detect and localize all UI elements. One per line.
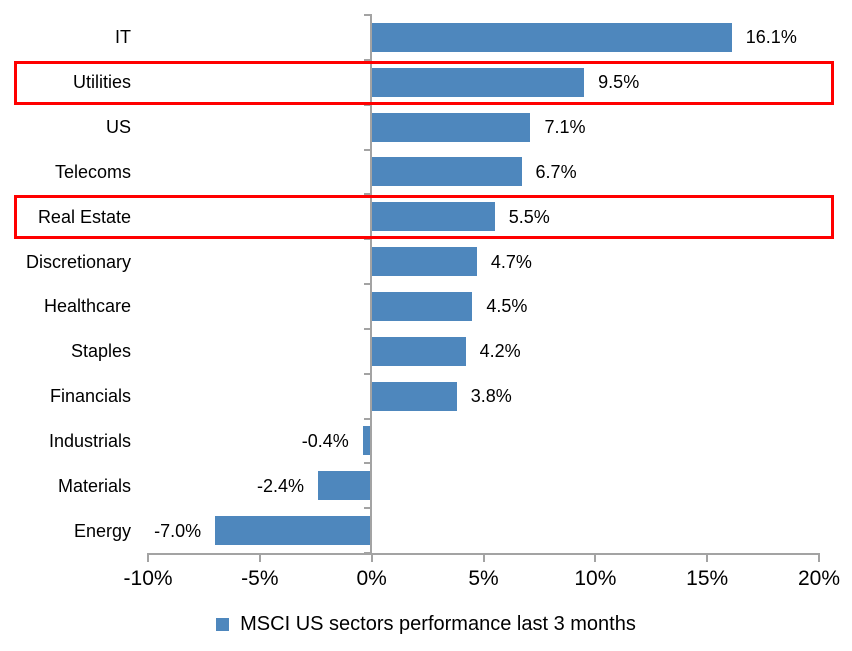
legend-label: MSCI US sectors performance last 3 month… bbox=[240, 612, 636, 635]
x-axis-tick bbox=[147, 553, 150, 562]
category-label: Materials bbox=[57, 475, 131, 496]
x-axis-tick-label: 15% bbox=[686, 567, 729, 590]
x-axis-tick bbox=[706, 553, 709, 562]
category-label: Financials bbox=[49, 386, 131, 407]
x-axis-tick-label: 5% bbox=[468, 567, 499, 590]
category-axis-tick bbox=[364, 327, 372, 330]
x-axis-tick-label: -10% bbox=[123, 567, 173, 590]
value-label: 5.5% bbox=[508, 206, 550, 227]
category-label: Healthcare bbox=[43, 296, 131, 317]
bar bbox=[371, 381, 457, 411]
value-label: 4.2% bbox=[479, 341, 521, 362]
x-axis-tick bbox=[370, 553, 373, 562]
category-axis-tick bbox=[364, 507, 372, 510]
value-label: -7.0% bbox=[154, 520, 202, 541]
x-axis-tick-label: 0% bbox=[356, 567, 387, 590]
x-axis-tick bbox=[258, 553, 261, 562]
category-axis-tick bbox=[364, 193, 372, 196]
category-axis-tick bbox=[364, 14, 372, 16]
value-label: 4.5% bbox=[486, 296, 528, 317]
category-label: Discretionary bbox=[25, 251, 131, 272]
bar bbox=[362, 426, 372, 456]
legend-swatch-icon bbox=[216, 617, 230, 631]
bar bbox=[371, 22, 732, 52]
x-axis-tick-label: 20% bbox=[798, 567, 841, 590]
x-axis-tick bbox=[482, 553, 485, 562]
category-axis-tick bbox=[364, 58, 372, 61]
category-axis-tick bbox=[364, 148, 372, 151]
bar bbox=[215, 516, 372, 546]
category-axis-line bbox=[370, 15, 372, 555]
x-axis-tick bbox=[818, 553, 821, 562]
category-label: Industrials bbox=[48, 430, 131, 451]
x-axis-tick-label: -5% bbox=[241, 567, 279, 590]
x-axis-tick-label: 10% bbox=[574, 567, 617, 590]
value-label: -2.4% bbox=[257, 475, 305, 496]
value-label: 9.5% bbox=[598, 72, 640, 93]
x-axis-tick bbox=[594, 553, 597, 562]
value-label: 4.7% bbox=[490, 251, 532, 272]
value-label: 6.7% bbox=[535, 161, 577, 182]
category-label: Energy bbox=[73, 520, 131, 541]
bar bbox=[371, 112, 531, 142]
value-label: 7.1% bbox=[544, 117, 586, 138]
value-label: 16.1% bbox=[745, 27, 797, 48]
legend: MSCI US sectors performance last 3 month… bbox=[0, 611, 852, 637]
highlight-box-real-estate bbox=[14, 195, 834, 240]
bar bbox=[371, 291, 473, 321]
bar bbox=[371, 67, 585, 97]
category-axis-tick bbox=[364, 283, 372, 285]
bar bbox=[371, 157, 522, 187]
category-axis-tick bbox=[364, 417, 372, 420]
bar bbox=[371, 336, 466, 366]
category-label: Utilities bbox=[72, 72, 131, 93]
category-label: IT bbox=[115, 27, 131, 48]
category-axis-tick bbox=[364, 462, 372, 465]
category-label: US bbox=[105, 117, 131, 138]
category-label: Real Estate bbox=[37, 206, 131, 227]
value-label: 3.8% bbox=[470, 386, 512, 407]
bar bbox=[371, 247, 477, 277]
category-label: Staples bbox=[70, 341, 131, 362]
bar bbox=[371, 202, 495, 232]
highlight-box-utilities bbox=[14, 60, 834, 105]
bar bbox=[318, 471, 372, 501]
category-axis-tick bbox=[364, 372, 372, 375]
category-label: Telecoms bbox=[54, 161, 131, 182]
value-label: -0.4% bbox=[301, 430, 349, 451]
